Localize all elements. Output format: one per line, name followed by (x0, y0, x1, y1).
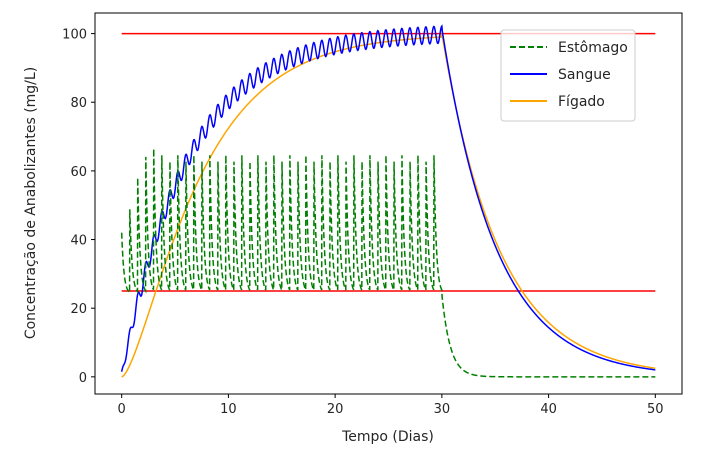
y-tick-label: 0 (79, 371, 87, 386)
x-tick-label: 30 (434, 402, 451, 417)
y-tick-label: 60 (70, 165, 87, 180)
series-line-sangue (120, 24, 656, 372)
x-axis-ticks: 0 10 20 30 40 50 (118, 394, 664, 417)
y-axis-label: Concentração de Anabolizantes (mg/L) (23, 67, 39, 339)
series-layer (120, 24, 656, 378)
x-tick-label: 10 (220, 402, 237, 417)
series-line-estomago (120, 148, 656, 378)
legend-label: Estômago (558, 40, 628, 56)
x-tick-label: 20 (327, 402, 344, 417)
legend: Estômago Sangue Fígado (500, 29, 636, 122)
x-tick-label: 0 (118, 402, 126, 417)
x-tick-label: 50 (647, 402, 664, 417)
y-axis-ticks: 0 20 40 60 80 100 (62, 28, 95, 386)
x-axis-label: Tempo (Dias) (341, 429, 434, 445)
legend-label: Fígado (558, 94, 605, 110)
y-tick-label: 40 (70, 234, 87, 249)
plot-frame (94, 12, 683, 395)
legend-frame (500, 29, 636, 122)
y-tick-label: 20 (70, 302, 87, 317)
y-tick-label: 80 (70, 96, 87, 111)
y-tick-label: 100 (62, 28, 87, 43)
x-tick-label: 40 (540, 402, 557, 417)
legend-items: Estômago Sangue Fígado (510, 40, 628, 110)
legend-label: Sangue (558, 67, 611, 83)
